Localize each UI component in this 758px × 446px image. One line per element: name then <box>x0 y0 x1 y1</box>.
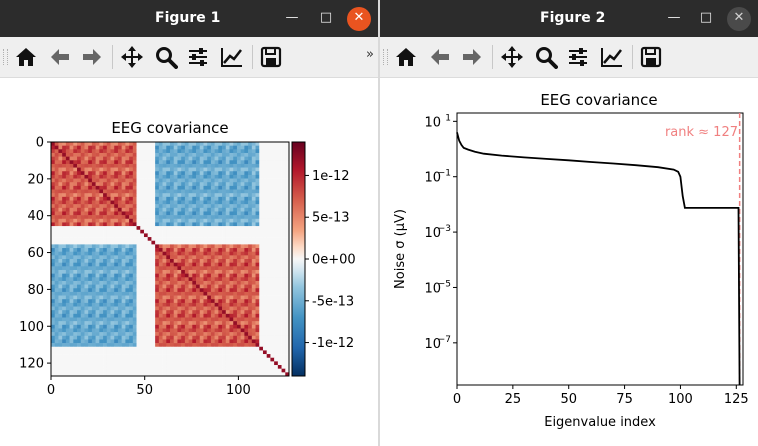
y-tick-label: 0 <box>36 136 44 151</box>
y-tick-exponent: −3 <box>438 224 451 234</box>
line-chart-axes-frame <box>456 112 744 386</box>
title-bar[interactable]: Figure 2 — □ ✕ <box>380 0 758 37</box>
y-tick-exponent: 1 <box>445 113 451 123</box>
y-tick-label: 10 <box>424 171 441 186</box>
colorbar-tick-label: 1e-12 <box>312 169 350 184</box>
forward-icon[interactable] <box>80 45 104 69</box>
rank-annotation: rank ≈ 127 <box>665 125 738 140</box>
x-tick-label: 125 <box>724 392 749 407</box>
heatmap-cells <box>51 142 290 377</box>
y-tick-label: 10 <box>424 226 441 241</box>
back-icon[interactable] <box>428 45 452 69</box>
eigenvalue-series-line <box>456 132 741 386</box>
y-tick-label: 100 <box>19 320 44 335</box>
window-divider <box>378 0 380 446</box>
toolbar-separator <box>632 45 633 69</box>
line-chart-title: EEG covariance <box>540 91 657 109</box>
heatmap-y-axis: 0 20 40 60 80 100 120 <box>19 136 51 372</box>
title-bar[interactable]: Figure 1 — □ ✕ <box>0 0 378 37</box>
toolbar-grip[interactable] <box>3 49 8 65</box>
minimize-icon[interactable]: — <box>285 10 299 25</box>
y-tick-label: 10 <box>424 337 441 352</box>
colorbar <box>291 141 306 377</box>
toolbar: » <box>0 37 378 78</box>
x-tick-label: 0 <box>47 383 55 398</box>
colorbar-tick-label: -1e-12 <box>312 336 354 351</box>
x-tick-label: 0 <box>453 392 461 407</box>
window-title: Figure 1 <box>155 10 221 26</box>
minimize-icon[interactable]: — <box>667 10 681 25</box>
colorbar-axis: 1e-12 5e-13 0e+00 -5e-13 -1e-12 <box>305 169 356 351</box>
line-chart-x-axis: 0 25 50 75 100 125 <box>453 385 749 407</box>
y-tick-label: 40 <box>27 209 44 224</box>
x-tick-label: 50 <box>560 392 577 407</box>
x-tick-label: 50 <box>136 383 153 398</box>
x-tick-label: 25 <box>505 392 522 407</box>
maximize-icon[interactable]: □ <box>319 10 333 25</box>
home-icon[interactable] <box>394 45 418 69</box>
forward-icon[interactable] <box>460 45 484 69</box>
y-tick-label: 120 <box>19 357 44 372</box>
x-tick-label: 100 <box>226 383 251 398</box>
colorbar-tick-label: -5e-13 <box>312 294 354 309</box>
back-icon[interactable] <box>48 45 72 69</box>
toolbar-separator <box>112 45 113 69</box>
y-tick-label: 10 <box>424 115 441 130</box>
y-tick-exponent: −5 <box>438 279 451 289</box>
heatmap-title: EEG covariance <box>111 119 228 137</box>
colorbar-tick-label: 0e+00 <box>312 253 356 268</box>
zoom-icon[interactable] <box>534 45 558 69</box>
y-axis-label: Noise σ (µV) <box>393 209 408 289</box>
window-title: Figure 2 <box>540 10 606 26</box>
x-tick-label: 75 <box>616 392 633 407</box>
edit-axis-icon[interactable] <box>220 45 244 69</box>
line-chart-y-axis: 10 110−110−310−510−7 <box>424 113 457 352</box>
toolbar-overflow-icon[interactable]: » <box>366 47 374 62</box>
home-icon[interactable] <box>14 45 38 69</box>
y-tick-label: 80 <box>27 283 44 298</box>
close-icon[interactable]: ✕ <box>347 7 371 31</box>
x-axis-label: Eigenvalue index <box>544 415 656 430</box>
maximize-icon[interactable]: □ <box>699 10 713 25</box>
toolbar <box>380 37 758 78</box>
y-tick-exponent: −1 <box>438 169 451 179</box>
heatmap-x-axis: 0 50 100 <box>47 376 251 398</box>
zoom-icon[interactable] <box>154 45 178 69</box>
heatmap-axes-frame <box>50 141 290 377</box>
edit-axis-icon[interactable] <box>600 45 624 69</box>
save-icon[interactable] <box>639 45 663 69</box>
figure-2-canvas[interactable]: EEG covariance 0 25 50 75 100 125 10 110−110−3… <box>380 78 758 446</box>
save-icon[interactable] <box>259 45 283 69</box>
colorbar-tick-label: 5e-13 <box>312 211 350 226</box>
figure-1-window: Figure 1 — □ ✕ » EEG covariance 0 50 100 0… <box>0 0 378 446</box>
pan-icon[interactable] <box>500 45 524 69</box>
toolbar-separator <box>252 45 253 69</box>
x-tick-label: 100 <box>668 392 693 407</box>
y-tick-exponent: −7 <box>438 335 451 345</box>
figure-2-window: Figure 2 — □ ✕ EEG covariance 0 25 50 75 100… <box>380 0 758 446</box>
figure-1-canvas[interactable]: EEG covariance 0 50 100 0 20 40 60 80 100 120 1e… <box>0 78 378 446</box>
y-tick-label: 10 <box>424 281 441 296</box>
y-tick-label: 20 <box>27 172 44 187</box>
pan-icon[interactable] <box>120 45 144 69</box>
toolbar-grip[interactable] <box>383 49 388 65</box>
toolbar-separator <box>492 45 493 69</box>
configure-subplots-icon[interactable] <box>566 45 590 69</box>
close-icon[interactable]: ✕ <box>727 7 751 31</box>
configure-subplots-icon[interactable] <box>186 45 210 69</box>
y-tick-label: 60 <box>27 246 44 261</box>
